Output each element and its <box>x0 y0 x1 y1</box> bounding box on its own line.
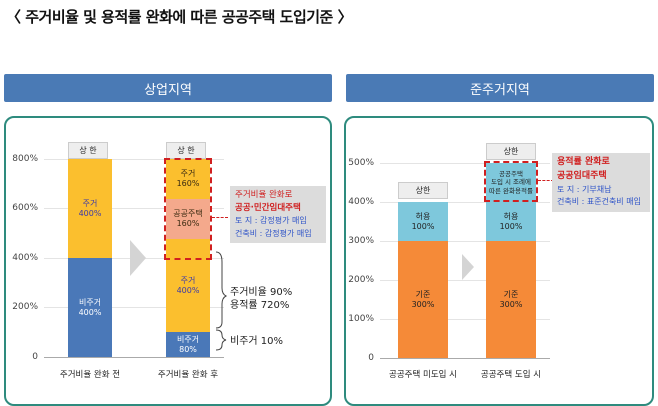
x-label: 공공주택 미도입 시 <box>389 370 457 380</box>
header-semi-residential-zone: 준주거지역 <box>346 74 654 102</box>
bar2-public-housing-segment: 공공주택 도입 시 조례에 따른 완화용적률 <box>486 163 536 202</box>
brace-icon <box>215 251 228 351</box>
bar2-base-segment: 기준 300% <box>486 241 536 358</box>
callout-box-commercial: 주거비율 완화로 공공·민간임대주택 토 지 : 감정평가 매입 건축비 : 감… <box>230 186 326 244</box>
header-commercial-zone: 상업지역 <box>4 74 332 102</box>
callout-box-semi-residential: 용적률 완화로 공공임대주택 토 지 : 기부채납 건축비 : 표준건축비 매입 <box>552 153 650 212</box>
bar2-residential-top-segment: 주거 160% <box>166 159 210 199</box>
brace-label-non-residential: 비주거 10% <box>230 336 284 347</box>
y-tick: 100% <box>348 314 374 324</box>
arrow-right-icon <box>130 240 146 276</box>
y-tick: 400% <box>348 197 374 207</box>
connector-line <box>538 180 554 181</box>
page-title: 〈 주거비율 및 용적률 완화에 따른 공공주택 도입기준 〉 <box>6 8 353 26</box>
cap-label: 상 한 <box>166 142 206 159</box>
bar2-residential-segment: 주거 400% <box>166 239 210 332</box>
cap-label: 상 한 <box>68 142 108 159</box>
bar1-non-residential-segment: 비주거 400% <box>68 258 112 357</box>
highlight-dashed-box <box>484 161 538 202</box>
bar1-base-segment: 기준 300% <box>398 241 448 358</box>
bar2-public-housing-segment: 공공주택 160% <box>166 199 210 239</box>
connector-line <box>212 217 228 218</box>
cap-label: 상한 <box>486 143 536 160</box>
y-tick: 800% <box>12 154 38 164</box>
arrow-right-icon <box>462 254 474 280</box>
y-tick: 200% <box>348 275 374 285</box>
x-label: 주거비율 완화 전 <box>59 370 121 380</box>
brace-label-far: 용적률 720% <box>230 300 290 311</box>
y-tick: 500% <box>348 158 374 168</box>
brace-label-residential-ratio: 주거비율 90% <box>230 287 293 298</box>
cap-label: 상한 <box>398 182 448 199</box>
bar1-residential-segment: 주거 400% <box>68 159 112 258</box>
x-label: 공공주택 도입 시 <box>480 370 542 380</box>
bar2-allowed-segment: 허용 100% <box>486 202 536 241</box>
y-tick: 600% <box>12 203 38 213</box>
y-tick: 0 <box>32 352 38 362</box>
bar1-allowed-segment: 허용 100% <box>398 202 448 241</box>
y-tick: 200% <box>12 302 38 312</box>
y-tick: 300% <box>348 236 374 246</box>
x-label: 주거비율 완화 후 <box>157 370 219 380</box>
highlight-dashed-box <box>164 158 212 260</box>
y-tick: 0 <box>368 353 374 363</box>
bar2-non-residential-segment: 비주거 80% <box>166 332 210 357</box>
y-tick: 400% <box>12 253 38 263</box>
